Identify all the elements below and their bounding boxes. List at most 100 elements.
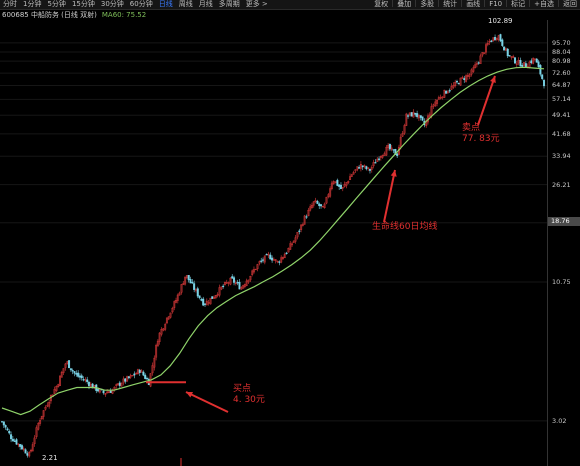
tool-button-2[interactable]: 多股: [420, 0, 435, 8]
candle-body: [182, 283, 185, 285]
candle-body: [338, 184, 341, 187]
buy-point-label: 买点: [233, 384, 252, 394]
candle-body: [437, 97, 440, 100]
candle-body: [294, 237, 297, 242]
candle-body: [446, 91, 449, 93]
candle-body: [316, 201, 319, 204]
candle-body: [173, 301, 176, 308]
candle-body: [225, 282, 228, 284]
candle-body: [312, 201, 315, 206]
candle-body: [497, 35, 500, 40]
candle-body: [320, 204, 323, 207]
period-tab-2[interactable]: 5分钟: [47, 0, 66, 8]
candle-body: [10, 434, 13, 440]
tool-button-6[interactable]: 标记: [511, 0, 526, 8]
candle-body: [454, 81, 457, 87]
toolbar-divider: [438, 0, 440, 7]
candle-body: [537, 61, 540, 67]
toolbar-divider: [461, 0, 463, 7]
tool-button-0[interactable]: 复权: [374, 0, 389, 8]
candle-body: [256, 264, 259, 269]
candle-body: [543, 80, 546, 87]
candle-body: [24, 449, 27, 454]
candle-body: [262, 259, 265, 261]
candle-body: [506, 48, 509, 57]
period-tab-5[interactable]: 60分钟: [129, 0, 153, 8]
candle-body: [64, 363, 67, 368]
candle-body: [401, 133, 404, 137]
ma60-value: MA60: 75.52: [101, 11, 147, 19]
axis-tick-5: 57.14: [552, 95, 571, 104]
candle-body: [314, 200, 317, 203]
candle-body: [477, 62, 480, 64]
ma60-arrow-head: [390, 170, 397, 177]
period-tab-8[interactable]: 月线: [198, 0, 213, 8]
candle-body: [77, 372, 80, 377]
candle-body: [519, 60, 522, 67]
kline-chart[interactable]: [0, 20, 547, 466]
sell-arrow-head: [490, 76, 496, 83]
sell-point-label: 卖点: [462, 123, 481, 133]
candle-body: [198, 295, 201, 299]
candle-body: [443, 89, 446, 98]
candle-body: [283, 254, 286, 259]
candle-body: [160, 329, 163, 335]
buy-point-annotation: 买点 4. 30元: [233, 384, 265, 406]
period-tab-4[interactable]: 30分钟: [100, 0, 124, 8]
candle-body: [80, 375, 83, 379]
candle-body: [374, 162, 377, 164]
candle-body: [13, 440, 16, 442]
period-tab-9[interactable]: 多周期: [218, 0, 240, 8]
candle-body: [292, 240, 295, 243]
candle-body: [492, 37, 495, 42]
period-tab-3[interactable]: 15分钟: [71, 0, 95, 8]
candle-body: [234, 282, 237, 284]
candle-body: [379, 156, 382, 158]
period-tab-10[interactable]: 更多 >: [245, 0, 268, 8]
candle-body: [452, 85, 455, 88]
candle-body: [354, 169, 357, 172]
candle-body: [370, 166, 373, 170]
candle-body: [287, 247, 290, 253]
candle-body: [200, 299, 203, 301]
candle-body: [213, 297, 216, 299]
period-tab-7[interactable]: 周线: [178, 0, 193, 8]
candle-body: [40, 415, 43, 420]
tool-button-8[interactable]: 返回: [563, 0, 577, 8]
tool-button-1[interactable]: 叠加: [397, 0, 412, 8]
toolbar-divider: [558, 0, 559, 7]
candle-body: [327, 194, 330, 197]
candle-body: [265, 254, 268, 256]
sell-arrow: [477, 75, 496, 126]
candle-body: [185, 275, 188, 278]
tool-button-3[interactable]: 统计: [443, 0, 458, 8]
candle-body: [35, 427, 38, 437]
candle-body: [59, 375, 62, 386]
candle-body: [457, 83, 460, 85]
candle-body: [102, 390, 105, 394]
candle-body: [223, 282, 226, 286]
period-tab-1[interactable]: 1分钟: [23, 0, 42, 8]
chart-info-bar: 600685 中船防务 (日线 双射) MA60: 75.52: [0, 10, 146, 20]
tool-button-4[interactable]: 画线: [466, 0, 481, 8]
candle-body: [461, 77, 464, 79]
candle-body: [318, 203, 321, 207]
candle-body: [82, 379, 85, 381]
candle-body: [202, 298, 205, 306]
period-tab-0[interactable]: 分时: [3, 0, 17, 8]
candle-body: [243, 284, 246, 287]
candle-body: [184, 276, 187, 285]
candle-body: [236, 281, 239, 284]
candle-body: [412, 111, 415, 118]
candle-body: [274, 259, 277, 261]
candle-body: [187, 275, 190, 281]
tool-button-7[interactable]: +自选: [534, 0, 554, 8]
candle-body: [501, 39, 504, 46]
candle-body: [524, 63, 527, 68]
candle-body: [254, 268, 257, 271]
candle-body: [378, 158, 381, 160]
period-tab-6[interactable]: 日线: [158, 0, 173, 8]
candle-body: [376, 158, 379, 162]
tool-button-5[interactable]: F10: [489, 0, 503, 8]
candle-body: [419, 115, 422, 118]
